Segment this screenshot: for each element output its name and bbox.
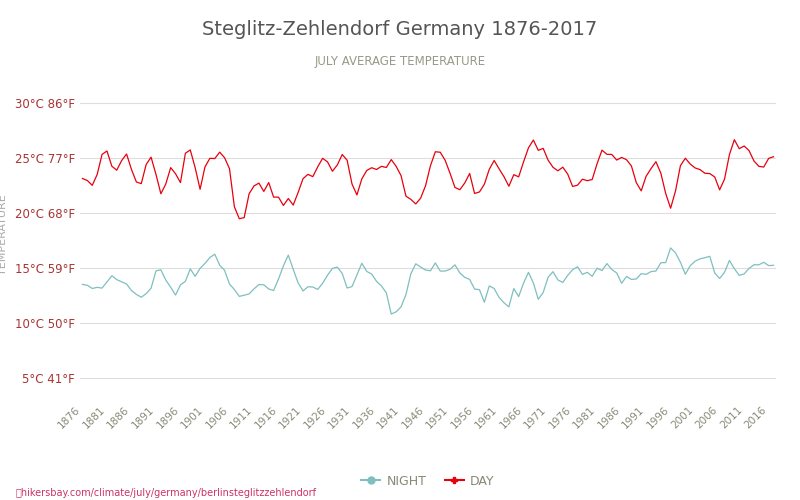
Text: Steglitz-Zehlendorf Germany 1876-2017: Steglitz-Zehlendorf Germany 1876-2017 [202,20,598,39]
Text: JULY AVERAGE TEMPERATURE: JULY AVERAGE TEMPERATURE [314,55,486,68]
Y-axis label: TEMPERATURE: TEMPERATURE [0,194,8,276]
Text: 📍hikersbay.com/climate/july/germany/berlinsteglitzzehlendorf: 📍hikersbay.com/climate/july/germany/berl… [16,488,317,498]
Legend: NIGHT, DAY: NIGHT, DAY [357,470,499,492]
